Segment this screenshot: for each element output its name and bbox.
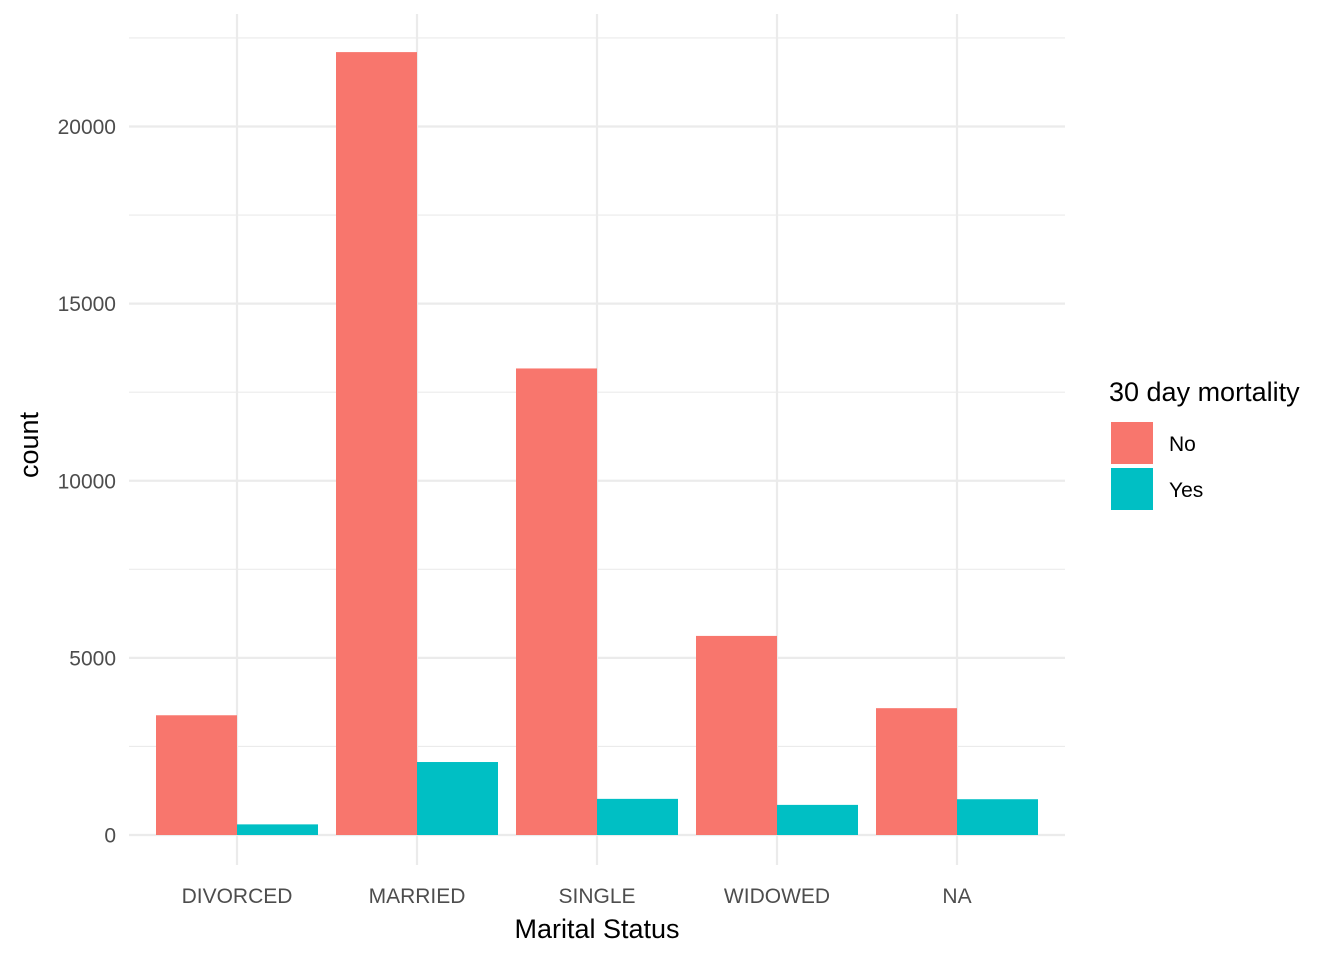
legend: 30 day mortality No Yes [1109,377,1300,510]
x-tick-label: WIDOWED [724,885,830,908]
bar-no-single [516,368,597,835]
y-tick-label: 20000 [58,116,116,139]
legend-items: No Yes [1111,422,1203,510]
bar-yes-widowed [777,804,858,835]
legend-key-yes [1111,468,1153,510]
y-tick-label: 0 [104,825,116,848]
bar-no-na [876,708,957,835]
x-tick-label: MARRIED [369,885,466,908]
bar-no-married [336,52,417,836]
bar-yes-divorced [237,824,318,835]
y-axis-tick-labels: 0 5000 10000 15000 20000 [58,116,116,848]
bars [156,52,1038,836]
x-tick-label: SINGLE [558,885,635,908]
legend-label-yes: Yes [1169,479,1203,502]
y-axis-title: count [14,411,44,478]
x-tick-label: DIVORCED [182,885,293,908]
x-axis-title: Marital Status [514,914,679,944]
x-axis-tick-labels: DIVORCED MARRIED SINGLE WIDOWED NA [182,885,972,908]
legend-label-no: No [1169,433,1196,456]
legend-key-no [1111,422,1153,464]
bar-no-widowed [696,635,777,835]
x-tick-label: NA [942,885,971,908]
y-tick-label: 10000 [58,470,116,493]
bar-yes-na [957,799,1038,835]
bar-yes-single [597,798,678,835]
bar-no-divorced [156,715,237,835]
bar-yes-married [417,762,498,835]
legend-title: 30 day mortality [1109,377,1300,407]
y-tick-label: 15000 [58,293,116,316]
y-tick-label: 5000 [69,647,116,670]
